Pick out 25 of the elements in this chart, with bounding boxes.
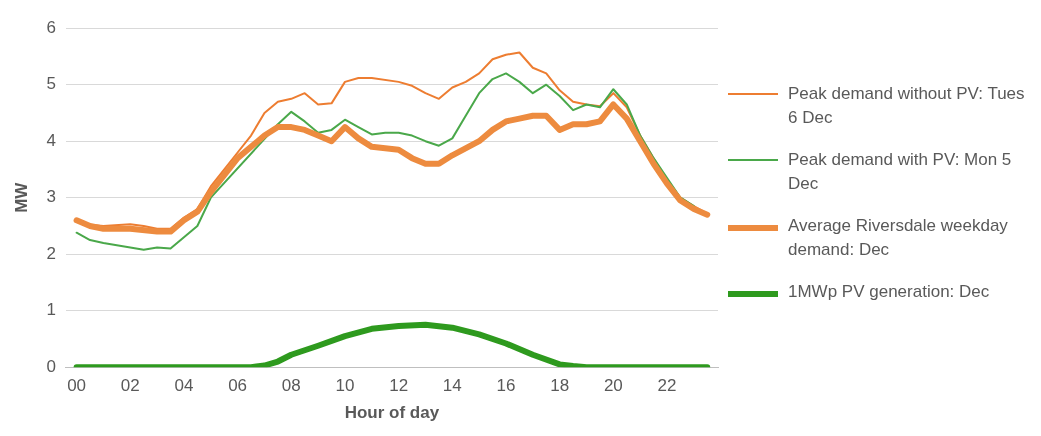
legend-label: 1MWp PV generation: Dec xyxy=(788,281,990,303)
x-tick-label: 06 xyxy=(228,376,248,396)
x-tick-label: 18 xyxy=(550,376,570,396)
y-tick-label: 5 xyxy=(46,74,56,94)
x-tick-label: 00 xyxy=(67,376,87,396)
x-axis-title: Hour of day xyxy=(344,403,440,423)
x-tick-label: 04 xyxy=(174,376,194,396)
y-axis-title: MW xyxy=(11,181,31,213)
x-tick-label: 02 xyxy=(120,376,140,396)
legend-label: Peak demand without PV: Tues 6 Dec xyxy=(788,83,1026,129)
legend-label: Peak demand with PV: Mon 5 Dec xyxy=(788,149,1013,195)
y-tick-label: 4 xyxy=(46,130,56,150)
x-tick-label: 10 xyxy=(335,376,355,396)
y-tick-label: 2 xyxy=(46,243,56,263)
x-tick-label: 16 xyxy=(496,376,516,396)
x-tick-label: 22 xyxy=(657,376,677,396)
legend-label: Average Riversdale weekday demand: Dec xyxy=(788,215,1009,261)
y-tick-label: 3 xyxy=(46,187,56,207)
x-tick-label: 12 xyxy=(389,376,409,396)
y-tick-label: 0 xyxy=(46,356,56,376)
y-tick-label: 6 xyxy=(46,17,56,37)
x-tick-label: 08 xyxy=(281,376,301,396)
x-tick-label: 14 xyxy=(442,376,462,396)
y-tick-label: 1 xyxy=(46,300,56,320)
x-tick-label: 20 xyxy=(603,376,623,396)
